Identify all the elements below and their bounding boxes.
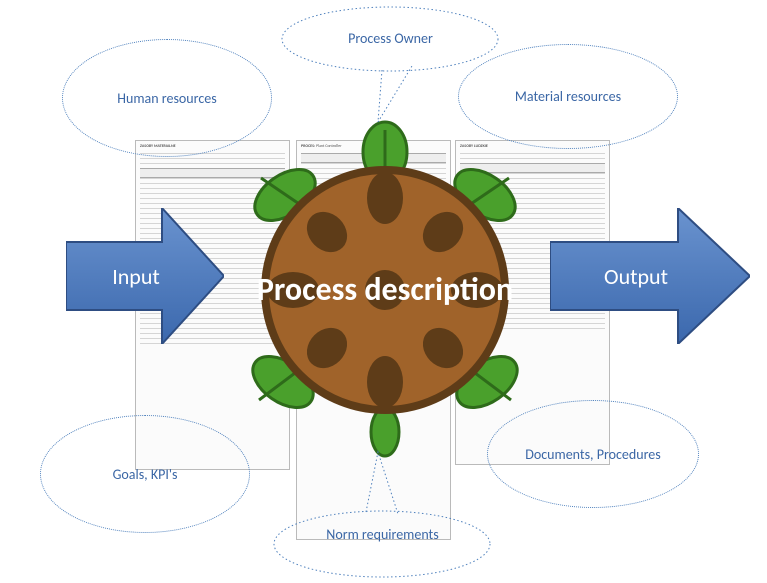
callout-process-owner: Process Owner — [278, 4, 503, 129]
callout-label: Norm requirements — [270, 526, 495, 544]
process-description-label: Process description — [215, 120, 555, 460]
turtle-diagram: Process description — [215, 120, 555, 460]
ellipse-label: Material resources — [515, 88, 621, 105]
input-label: Input — [112, 263, 160, 290]
callout-norm-requirements: Norm requirements — [270, 448, 495, 580]
ellipse-label: Goals, KPI's — [113, 466, 178, 483]
ellipse-label: Human resources — [117, 90, 216, 107]
callout-label: Process Owner — [278, 30, 503, 47]
output-label: Output — [604, 263, 668, 290]
input-arrow: Input — [66, 208, 224, 344]
output-arrow: Output — [550, 208, 750, 344]
